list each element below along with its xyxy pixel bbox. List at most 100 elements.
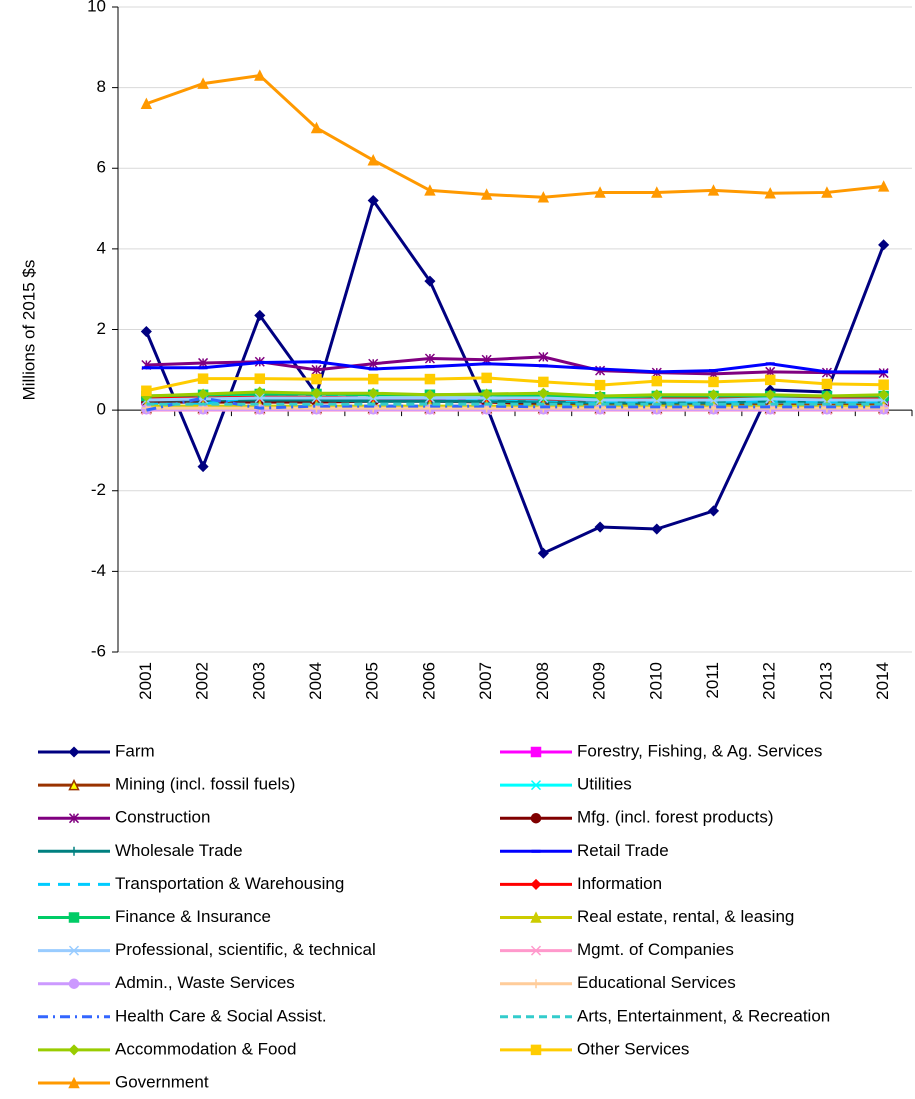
point bbox=[821, 390, 833, 402]
legend-label: Government bbox=[115, 1072, 209, 1091]
x-tick-label: 2010 bbox=[646, 662, 665, 700]
legend-label: Other Services bbox=[577, 1039, 689, 1058]
point bbox=[254, 373, 266, 384]
y-tick-label: 6 bbox=[97, 158, 106, 177]
point bbox=[481, 388, 493, 400]
legend-label: Mgmt. of Companies bbox=[577, 940, 734, 959]
x-tick-label: 2006 bbox=[419, 662, 438, 700]
point bbox=[424, 353, 435, 364]
x-tick-label: 2002 bbox=[193, 662, 212, 700]
point bbox=[254, 69, 266, 81]
legend-label: Information bbox=[577, 874, 662, 893]
legend-marker bbox=[68, 978, 80, 989]
x-tick-label: 2009 bbox=[590, 662, 609, 700]
point bbox=[707, 389, 720, 401]
point bbox=[197, 77, 209, 89]
series-line bbox=[146, 376, 884, 393]
point bbox=[197, 461, 209, 473]
series-line bbox=[146, 396, 884, 412]
point bbox=[879, 403, 889, 413]
legend-label: Utilities bbox=[577, 775, 632, 794]
legend-label: Retail Trade bbox=[577, 841, 669, 860]
y-axis-title: Millions of 2015 $s bbox=[19, 260, 38, 401]
y-tick-label: 8 bbox=[97, 77, 106, 96]
point bbox=[538, 351, 549, 362]
x-tick-label: 2014 bbox=[873, 662, 892, 700]
point bbox=[310, 121, 323, 134]
legend-marker bbox=[530, 878, 542, 890]
legend-label: Forestry, Fishing, & Ag. Services bbox=[577, 741, 822, 760]
point bbox=[141, 385, 152, 397]
point bbox=[878, 239, 890, 251]
x-tick-label: 2001 bbox=[136, 662, 155, 700]
y-tick-label: -4 bbox=[91, 561, 106, 580]
point bbox=[311, 373, 322, 385]
x-tick-label: 2007 bbox=[476, 662, 495, 700]
point bbox=[821, 378, 833, 390]
point bbox=[140, 325, 152, 338]
legend-label: Transportation & Warehousing bbox=[115, 874, 344, 893]
point bbox=[367, 373, 379, 385]
point bbox=[537, 191, 550, 203]
legend-marker bbox=[68, 813, 80, 824]
point bbox=[197, 373, 209, 384]
series-line bbox=[146, 396, 884, 402]
point bbox=[424, 373, 436, 385]
x-tick-label: 2005 bbox=[363, 662, 382, 700]
legend-marker bbox=[68, 912, 80, 923]
point bbox=[424, 389, 436, 401]
legend-label: Wholesale Trade bbox=[115, 841, 243, 860]
point bbox=[707, 505, 720, 517]
series-line bbox=[146, 398, 884, 405]
legend-marker bbox=[530, 911, 542, 923]
legend-marker bbox=[68, 945, 80, 956]
point bbox=[594, 521, 606, 533]
point bbox=[594, 379, 606, 391]
legend-label: Construction bbox=[115, 808, 210, 827]
legend-marker bbox=[530, 1044, 542, 1056]
point bbox=[878, 389, 890, 401]
point bbox=[594, 390, 606, 402]
legend-label: Finance & Insurance bbox=[115, 907, 271, 926]
x-tick-label: 2013 bbox=[816, 662, 835, 700]
legend-label: Educational Services bbox=[577, 973, 736, 992]
legend-marker bbox=[68, 1044, 80, 1056]
x-tick-label: 2012 bbox=[760, 662, 779, 700]
y-tick-label: 0 bbox=[97, 400, 106, 419]
legend-label: Mfg. (incl. forest products) bbox=[577, 808, 774, 827]
legend-marker bbox=[68, 1076, 80, 1089]
point bbox=[651, 375, 663, 387]
point bbox=[254, 393, 265, 404]
legend-marker bbox=[530, 746, 542, 758]
legend-label: Admin., Waste Services bbox=[115, 973, 295, 992]
point bbox=[424, 275, 436, 287]
point bbox=[651, 389, 663, 401]
legend-marker bbox=[531, 979, 541, 989]
y-tick-label: 4 bbox=[97, 238, 106, 257]
legend-label: Mining (incl. fossil fuels) bbox=[115, 775, 295, 794]
legend-label: Arts, Entertainment, & Recreation bbox=[577, 1006, 830, 1025]
point bbox=[878, 379, 889, 390]
legend-marker bbox=[530, 945, 542, 956]
x-tick-label: 2004 bbox=[306, 662, 325, 700]
point bbox=[367, 387, 379, 399]
legend-label: Health Care & Social Assist. bbox=[115, 1006, 327, 1025]
y-tick-label: 2 bbox=[97, 319, 106, 338]
point bbox=[367, 154, 379, 166]
legend-marker bbox=[530, 812, 542, 824]
point bbox=[877, 180, 890, 192]
series-line bbox=[146, 360, 884, 374]
point bbox=[707, 184, 720, 196]
series-line bbox=[145, 73, 884, 199]
legend-label: Real estate, rental, & leasing bbox=[577, 907, 794, 926]
point bbox=[198, 357, 209, 368]
point bbox=[197, 388, 209, 400]
point bbox=[537, 547, 549, 559]
x-tick-label: 2008 bbox=[533, 662, 552, 700]
point bbox=[424, 184, 436, 196]
point bbox=[140, 97, 153, 109]
series-line bbox=[146, 390, 884, 398]
x-tick-label: 2003 bbox=[249, 662, 268, 700]
legend-marker bbox=[68, 746, 80, 758]
